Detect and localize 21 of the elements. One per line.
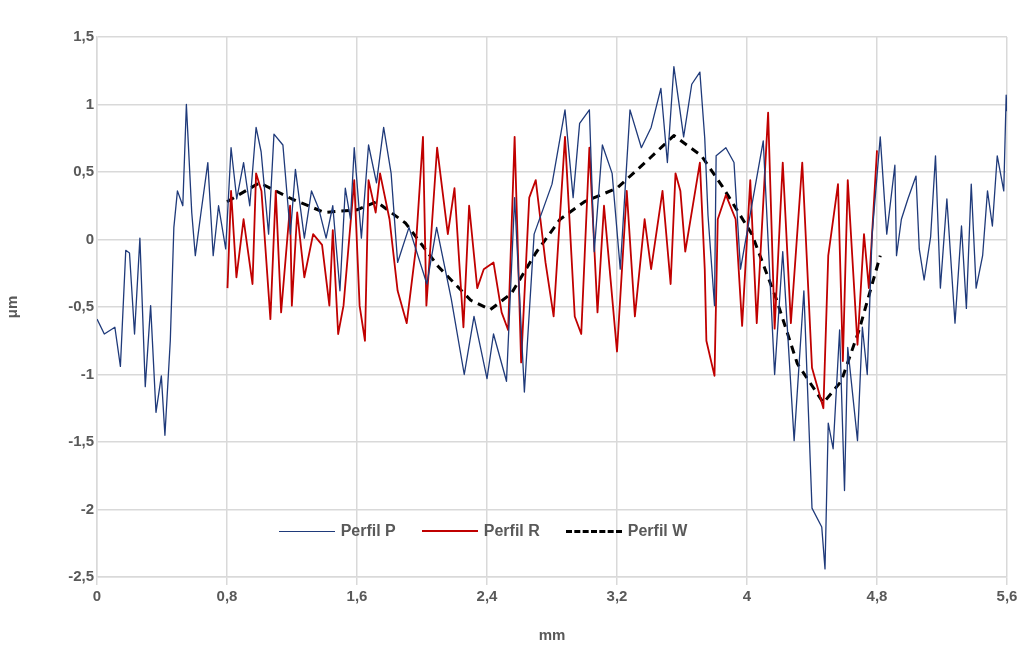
- y-tick-label: 0,5: [73, 162, 94, 180]
- x-axis-title: mm: [538, 626, 566, 644]
- y-axis-title: μm: [3, 295, 21, 319]
- x-tick-label: 4,8: [866, 587, 888, 605]
- x-tick-label: 2,4: [476, 587, 499, 605]
- y-tick-label: -1: [80, 364, 94, 382]
- y-tick-label: -2: [80, 499, 94, 517]
- x-tick-label: 5,6: [996, 587, 1018, 605]
- y-tick-label: 1,5: [73, 27, 94, 45]
- y-tick-label: -0,5: [68, 297, 94, 315]
- x-tick-label: 4: [742, 587, 752, 605]
- x-tick-label: 0,8: [216, 587, 238, 605]
- legend-label: Perfil W: [627, 522, 688, 540]
- y-tick-label: -1,5: [68, 432, 94, 450]
- y-tick-label: -2,5: [68, 567, 94, 585]
- y-tick-label: 1: [85, 94, 94, 112]
- legend-label: Perfil R: [483, 522, 540, 540]
- y-tick-label: 0: [85, 229, 94, 247]
- x-tick-label: 1,6: [346, 587, 368, 605]
- legend-label: Perfil P: [340, 522, 396, 540]
- x-tick-label: 3,2: [606, 587, 628, 605]
